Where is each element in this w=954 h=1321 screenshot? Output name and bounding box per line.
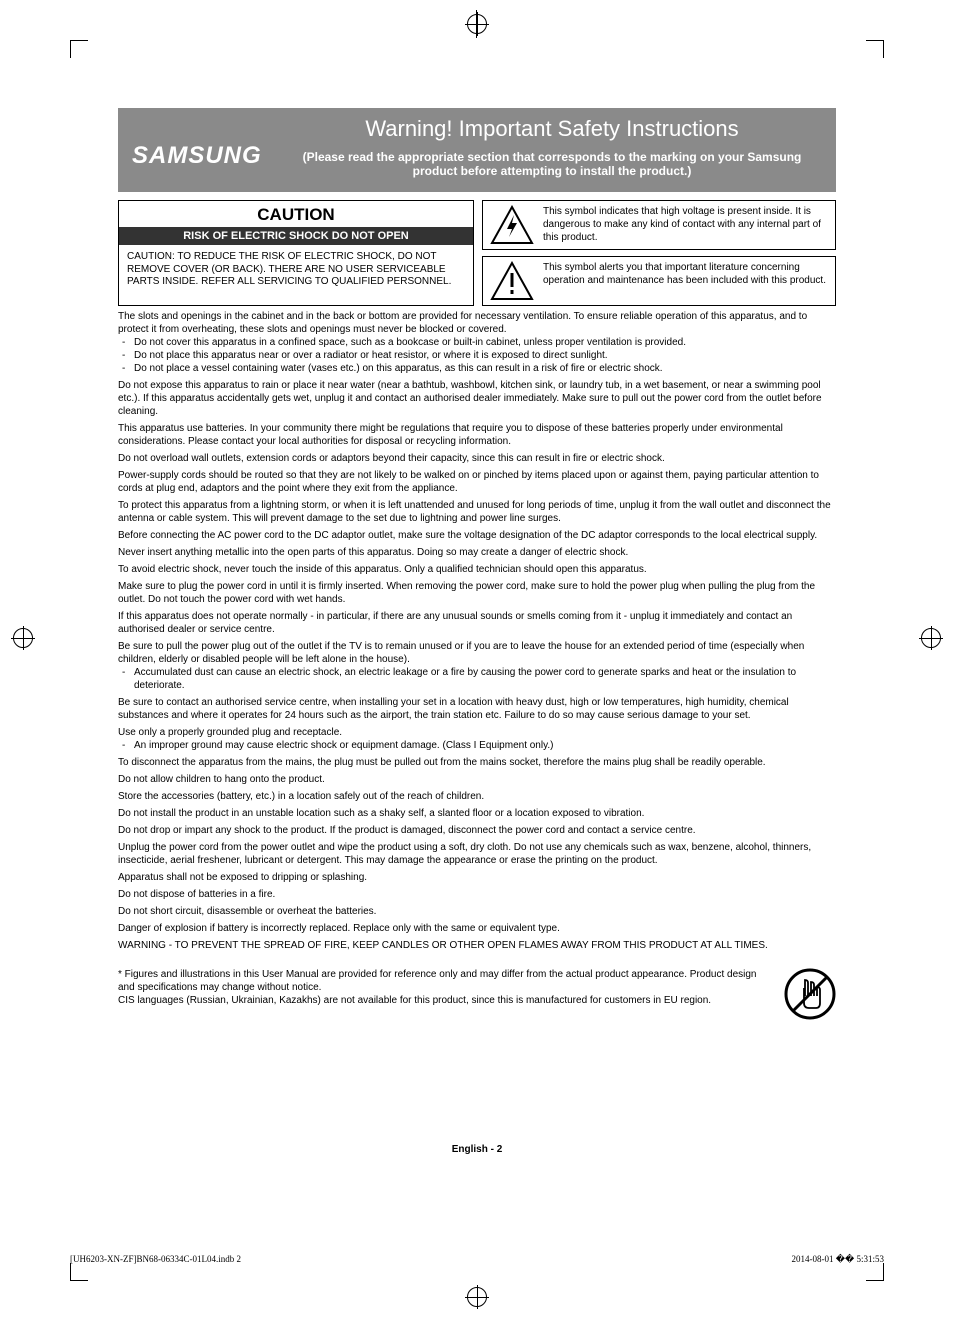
para: WARNING - TO PREVENT THE SPREAD OF FIRE,… [118,939,836,952]
para: Do not expose this apparatus to rain or … [118,379,836,418]
registration-mark-icon [467,14,487,34]
para: If this apparatus does not operate norma… [118,610,836,636]
para: Be sure to pull the power plug out of th… [118,640,836,666]
para: Unplug the power cord from the power out… [118,841,836,867]
para: This apparatus use batteries. In your co… [118,422,836,448]
imprint-left: [UH6203-XN-ZF]BN68-06334C-01L04.indb 2 [70,1254,241,1265]
registration-mark-icon [921,628,941,648]
samsung-logo: SAMSUNG [132,116,282,170]
header-subtitle: (Please read the appropriate section tha… [282,150,822,178]
imprint-right: 2014-08-01 �� 5:31:53 [792,1254,884,1265]
no-touch-icon [784,968,836,1024]
para: Do not overload wall outlets, extension … [118,452,836,465]
para: Do not allow children to hang onto the p… [118,773,836,786]
para: Power-supply cords should be routed so t… [118,469,836,495]
symbol-high-voltage: This symbol indicates that high voltage … [482,200,836,250]
para: To avoid electric shock, never touch the… [118,563,836,576]
footnote: CIS languages (Russian, Ukrainian, Kazak… [118,994,774,1007]
symbol-column: This symbol indicates that high voltage … [482,200,836,306]
imprint-footer: [UH6203-XN-ZF]BN68-06334C-01L04.indb 2 2… [70,1254,884,1265]
header-title: Warning! Important Safety Instructions [282,116,822,142]
bullet: Do not place this apparatus near or over… [134,349,836,362]
bullet: Do not cover this apparatus in a confine… [134,336,836,349]
body-text: The slots and openings in the cabinet an… [118,310,836,952]
caution-row: CAUTION RISK OF ELECTRIC SHOCK DO NOT OP… [118,200,836,306]
para: Be sure to contact an authorised service… [118,696,836,722]
para: Use only a properly grounded plug and re… [118,726,836,739]
symbol-important-info: This symbol alerts you that important li… [482,256,836,306]
para: Before connecting the AC power cord to t… [118,529,836,542]
caution-title: CAUTION [119,201,473,227]
para: Do not drop or impart any shock to the p… [118,824,836,837]
para: Make sure to plug the power cord in unti… [118,580,836,606]
caution-body: CAUTION: TO REDUCE THE RISK OF ELECTRIC … [119,245,473,295]
lightning-triangle-icon [489,205,535,245]
bullet: Accumulated dust can cause an electric s… [134,666,836,692]
footnote-text: * Figures and illustrations in this User… [118,968,774,1024]
header-bar: SAMSUNG Warning! Important Safety Instru… [118,108,836,192]
footnote: * Figures and illustrations in this User… [118,968,774,994]
para: To disconnect the apparatus from the mai… [118,756,836,769]
page-number: English - 2 [118,1144,836,1155]
registration-mark-icon [13,628,33,648]
registration-mark-icon [467,1287,487,1307]
caution-band: RISK OF ELECTRIC SHOCK DO NOT OPEN [119,227,473,245]
caution-box: CAUTION RISK OF ELECTRIC SHOCK DO NOT OP… [118,200,474,306]
para: Apparatus shall not be exposed to drippi… [118,871,836,884]
para: Do not short circuit, disassemble or ove… [118,905,836,918]
footnote-row: * Figures and illustrations in this User… [118,968,836,1024]
header-text: Warning! Important Safety Instructions (… [282,116,822,178]
para: To protect this apparatus from a lightni… [118,499,836,525]
exclamation-triangle-icon [489,261,535,301]
symbol-text: This symbol indicates that high voltage … [543,205,829,245]
para: Danger of explosion if battery is incorr… [118,922,836,935]
para: Never insert anything metallic into the … [118,546,836,559]
bullet: An improper ground may cause electric sh… [134,739,836,752]
para: Store the accessories (battery, etc.) in… [118,790,836,803]
para: The slots and openings in the cabinet an… [118,310,836,336]
bullet: Do not place a vessel containing water (… [134,362,836,375]
symbol-text: This symbol alerts you that important li… [543,261,829,301]
para: Do not install the product in an unstabl… [118,807,836,820]
page-content: SAMSUNG Warning! Important Safety Instru… [118,108,836,1155]
para: Do not dispose of batteries in a fire. [118,888,836,901]
